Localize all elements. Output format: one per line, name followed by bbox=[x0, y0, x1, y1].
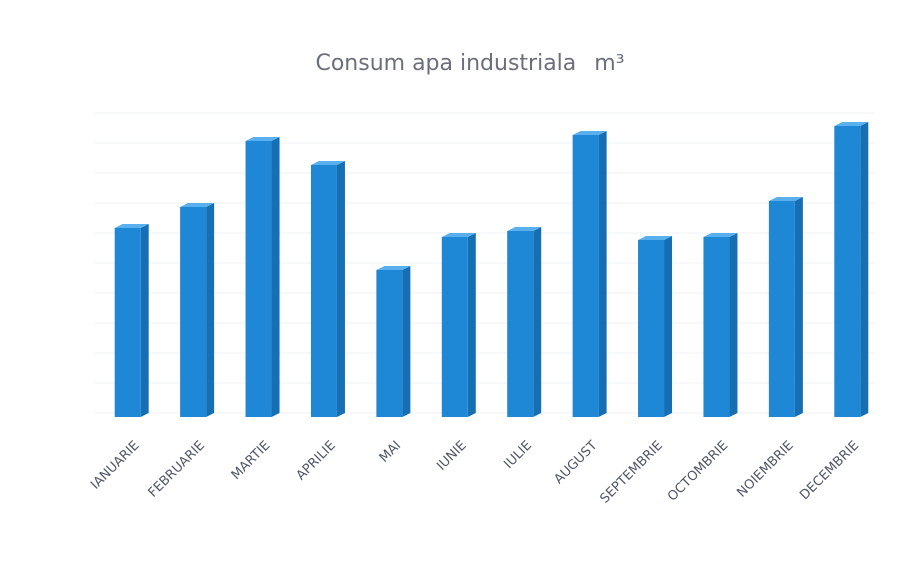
bar-aprilie bbox=[310, 161, 345, 417]
bar-side bbox=[533, 227, 542, 417]
bar-top bbox=[310, 161, 345, 165]
bar-side bbox=[467, 233, 476, 417]
bar-top bbox=[768, 197, 803, 201]
bar-mai bbox=[376, 266, 411, 417]
bar-side bbox=[206, 203, 215, 417]
x-tick-label: AUGUST bbox=[552, 438, 601, 487]
bar-front bbox=[507, 231, 534, 417]
bar-top bbox=[114, 224, 149, 228]
x-tick-label: IUNIE bbox=[434, 438, 469, 473]
bar-top bbox=[638, 236, 673, 240]
bar-august bbox=[572, 131, 607, 417]
bar-front bbox=[114, 228, 141, 417]
bar-decembrie bbox=[834, 122, 869, 417]
bar-top bbox=[507, 227, 542, 231]
x-tick-label: SEPTEMBRIE bbox=[598, 438, 666, 506]
bar-front bbox=[245, 141, 272, 417]
bar-martie bbox=[245, 137, 280, 417]
bar-top bbox=[245, 137, 280, 141]
bar-front bbox=[376, 270, 403, 417]
x-tick-label: FEBRUARIE bbox=[146, 438, 208, 500]
bar-side bbox=[140, 224, 149, 417]
bar-side bbox=[664, 236, 673, 417]
bar-side bbox=[729, 233, 738, 417]
bar-ianuarie bbox=[114, 224, 149, 417]
chart-title: Consum apa industriala m³ bbox=[315, 51, 624, 76]
bar-top bbox=[834, 122, 869, 126]
bar-iunie bbox=[441, 233, 476, 417]
bar-front bbox=[768, 201, 795, 417]
x-tick-label: NOIEMBRIE bbox=[734, 438, 796, 500]
bar-noiembrie bbox=[768, 197, 803, 417]
bar-front bbox=[638, 240, 665, 417]
x-tick-label: DECEMBRIE bbox=[797, 438, 862, 503]
bar-side bbox=[860, 122, 869, 417]
x-axis-labels: IANUARIE FEBRUARIE MARTIE APRILIE MAI IUNIE IU… bbox=[88, 438, 862, 506]
x-tick-label: IULIE bbox=[501, 438, 535, 472]
gridlines bbox=[95, 112, 875, 414]
bar-side bbox=[402, 266, 411, 417]
bar-front bbox=[180, 207, 207, 417]
bar-side bbox=[598, 131, 607, 417]
bar-top bbox=[572, 131, 607, 135]
chart-title-text: Consum apa industriala bbox=[315, 51, 576, 76]
bar-front bbox=[441, 237, 468, 417]
bar-februarie bbox=[180, 203, 215, 417]
bar-side bbox=[271, 137, 280, 417]
bar-front bbox=[703, 237, 730, 417]
x-tick-label: APRILIE bbox=[294, 438, 339, 483]
chart-title-unit: m³ bbox=[594, 51, 624, 76]
bar-top bbox=[441, 233, 476, 237]
bar-octombrie bbox=[703, 233, 738, 417]
bar-side bbox=[794, 197, 803, 417]
x-tick-label: MARTIE bbox=[229, 438, 274, 483]
bar-top bbox=[703, 233, 738, 237]
x-tick-label: IANUARIE bbox=[88, 438, 142, 492]
x-tick-label: OCTOMBRIE bbox=[665, 438, 731, 504]
x-tick-label: MAI bbox=[377, 438, 405, 466]
bar-front bbox=[834, 126, 861, 417]
bar-front bbox=[572, 135, 599, 417]
bar-septembrie bbox=[638, 236, 673, 417]
bar-side bbox=[336, 161, 345, 417]
bar-top bbox=[180, 203, 215, 207]
bar-top bbox=[376, 266, 411, 270]
bar-front bbox=[310, 165, 337, 417]
bars bbox=[114, 122, 869, 417]
bar-iulie bbox=[507, 227, 542, 417]
